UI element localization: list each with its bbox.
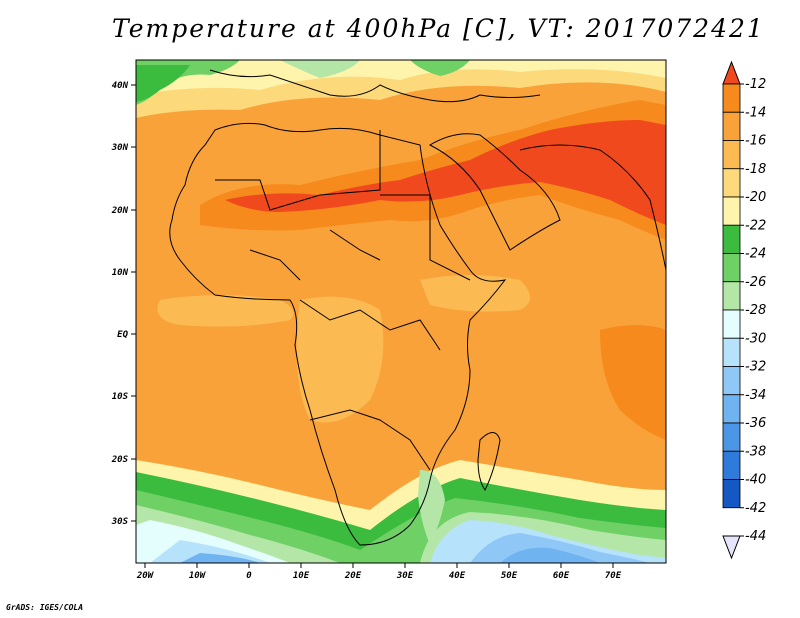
x-tick-label: 50E	[501, 571, 518, 581]
y-tick-label: 10S	[112, 392, 129, 402]
colorbar-label: -30	[745, 331, 766, 346]
y-tick-label: 40N	[112, 81, 129, 91]
x-tick-label: 40E	[449, 571, 466, 581]
colorbar-swatch	[722, 394, 741, 424]
colorbar-swatch	[722, 309, 741, 339]
colorbar-swatch	[722, 83, 741, 113]
colorbar-label: -44	[745, 529, 766, 544]
colorbar-swatch	[722, 168, 741, 198]
y-tick-label: 20S	[111, 455, 129, 465]
x-tick-label: 60E	[553, 571, 570, 581]
colorbar-swatch	[722, 366, 741, 396]
colorbar-swatch	[722, 281, 741, 311]
x-tick-label: 30E	[396, 571, 414, 581]
coastlines	[169, 69, 666, 546]
colorbar-swatch	[722, 479, 741, 509]
footer-credit: GrADS: IGES/COLA	[6, 603, 84, 612]
colorbar-label: -16	[745, 134, 766, 149]
colorbar-swatch	[722, 196, 741, 226]
colorbar-label: -42	[745, 501, 766, 516]
x-axis-labels: 20W 10W 0 10E 20E 30E 40E 50E 60E 70E	[136, 571, 622, 581]
colorbar-swatch	[722, 140, 741, 170]
y-axis-labels: 40N 30N 20N 10N EQ 10S 20S 30S	[111, 81, 129, 527]
colorbar-label: -22	[745, 218, 766, 233]
colorbar-label: -28	[745, 303, 766, 318]
colorbar-swatch	[722, 253, 741, 283]
y-tick-label: 10N	[112, 268, 129, 278]
x-tick-label: 10W	[189, 571, 207, 581]
colorbar-swatch	[722, 337, 741, 367]
colorbar-label: -18	[745, 162, 766, 177]
colorbar-label: -14	[745, 105, 766, 120]
colorbar-label: -32	[745, 360, 766, 375]
temperature-field	[136, 60, 666, 563]
x-tick-label: 20W	[136, 571, 155, 581]
colorbar-label: -24	[745, 247, 766, 262]
colorbar: -12 -14 -16 -18 -20 -22 -24 -26 -28 -30 -32 -34 -36 -…	[722, 60, 766, 560]
y-tick-label: EQ	[117, 330, 128, 340]
colorbar-swatch	[722, 111, 741, 141]
map-title: Temperature at 400hPa [C], VT: 201707242…	[112, 14, 765, 43]
colorbar-label: -36	[745, 416, 766, 431]
colorbar-swatch	[722, 422, 741, 452]
colorbar-label: -34	[745, 388, 766, 403]
plot-frame	[135, 59, 667, 564]
colorbar-swatch	[722, 450, 741, 480]
colorbar-label: -26	[745, 275, 766, 290]
colorbar-arrow-top	[722, 60, 741, 85]
x-tick-label: 20E	[344, 571, 362, 581]
y-tick-label: 30N	[111, 143, 129, 153]
axis-ticks	[131, 84, 614, 568]
colorbar-swatch	[722, 224, 741, 254]
y-tick-label: 30S	[111, 517, 129, 527]
colorbar-label: -40	[745, 473, 766, 488]
y-tick-label: 20N	[111, 206, 129, 216]
x-tick-label: 0	[246, 571, 252, 581]
colorbar-label: -12	[745, 77, 766, 92]
colorbar-label: -20	[745, 190, 766, 205]
x-tick-label: 10E	[293, 571, 310, 581]
colorbar-label: -38	[745, 444, 766, 459]
colorbar-arrow-bottom	[722, 535, 741, 560]
x-tick-label: 70E	[605, 571, 622, 581]
